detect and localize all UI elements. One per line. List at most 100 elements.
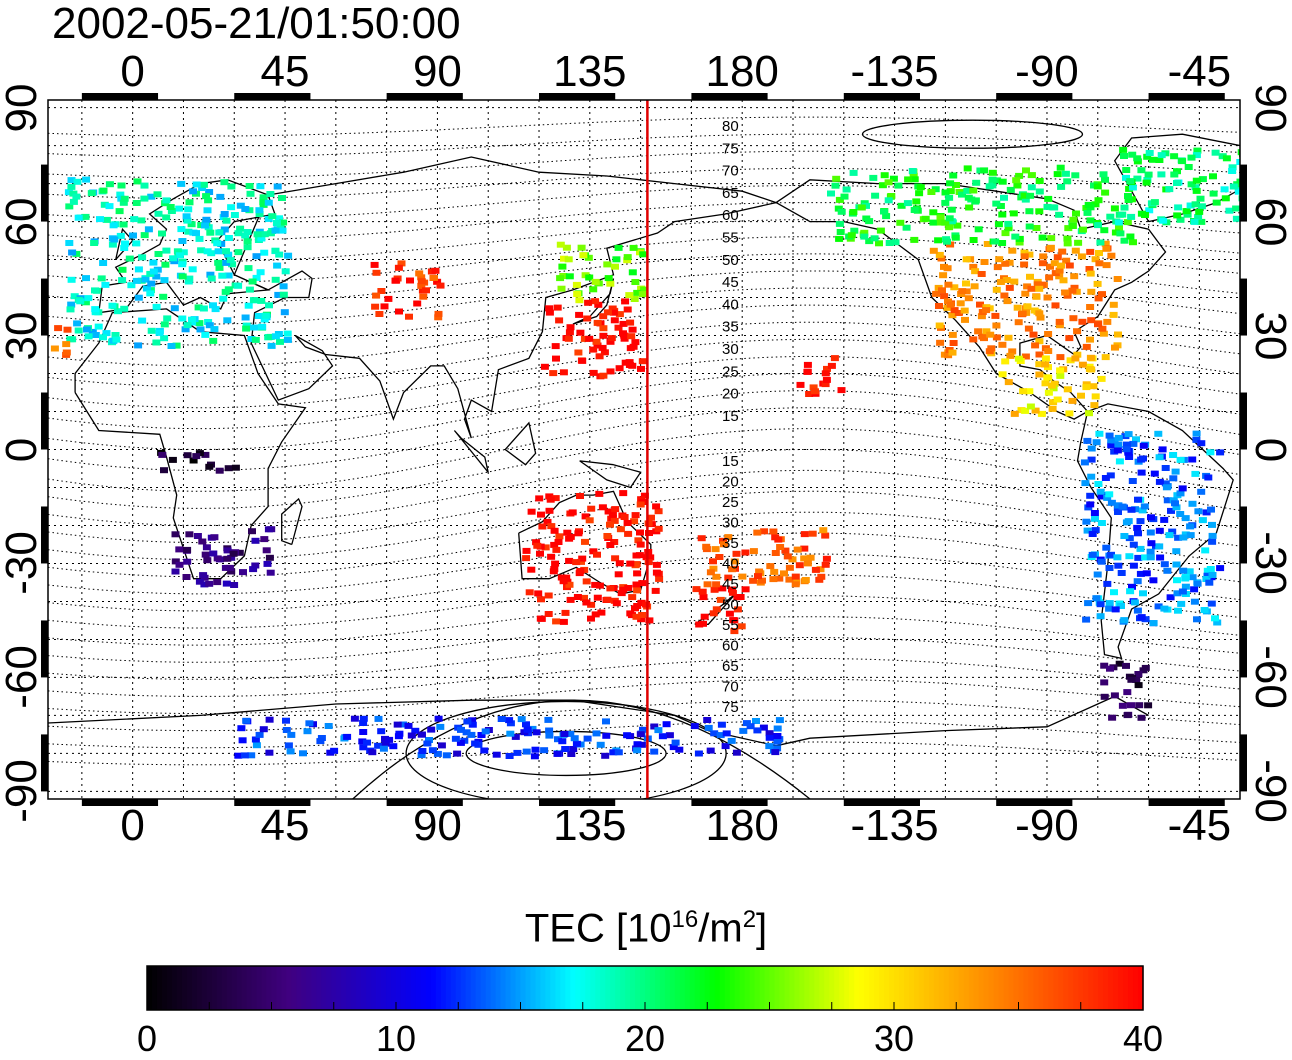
contour-label: 15 xyxy=(722,408,739,425)
colorbar-segment xyxy=(819,966,825,1010)
tec-cell xyxy=(1035,285,1044,292)
colorbar-segment xyxy=(654,966,661,1010)
tec-cell xyxy=(82,176,91,183)
tec-cell xyxy=(1165,186,1174,193)
tec-cell xyxy=(219,214,228,221)
colorbar-segment xyxy=(674,966,681,1010)
tec-cell xyxy=(201,331,210,338)
tec-cell xyxy=(384,295,393,302)
tec-cell xyxy=(558,263,567,270)
tec-cell xyxy=(1082,205,1091,211)
colorbar-segment xyxy=(640,966,646,1010)
colorbar-segment xyxy=(814,966,820,1010)
tec-cell xyxy=(245,207,254,214)
tec-cell xyxy=(698,588,707,595)
tec-cell xyxy=(623,306,632,313)
tec-cell xyxy=(958,191,966,198)
tec-cell xyxy=(278,227,287,234)
tec-cell xyxy=(1038,234,1047,241)
tec-cell xyxy=(1086,336,1094,343)
tec-cell xyxy=(945,194,954,201)
tec-cell xyxy=(1024,325,1033,332)
colorbar-segment xyxy=(420,966,427,1010)
tec-cell xyxy=(234,249,243,256)
tec-cell xyxy=(1232,205,1240,212)
colorbar-segment xyxy=(186,966,193,1010)
tec-cell xyxy=(1120,204,1129,211)
tec-cell xyxy=(803,560,812,567)
colorbar-segment xyxy=(545,966,551,1010)
tec-cell xyxy=(264,526,273,533)
tec-cell xyxy=(946,301,955,308)
colorbar-segment xyxy=(1123,966,1129,1010)
contour-line xyxy=(48,304,1240,367)
tec-cell xyxy=(214,259,223,266)
tec-cell xyxy=(1035,371,1044,378)
colorbar-segment xyxy=(605,966,611,1010)
tec-cell xyxy=(1173,577,1181,584)
tec-cell xyxy=(1141,554,1150,561)
tec-cell xyxy=(614,244,623,251)
colorbar-segment xyxy=(1003,966,1010,1010)
tec-cell xyxy=(1173,168,1181,175)
tec-cell xyxy=(371,303,380,310)
tec-cell xyxy=(884,197,893,204)
tec-cell xyxy=(158,451,167,458)
tec-cell xyxy=(628,612,636,619)
colorbar-segment xyxy=(296,966,302,1010)
tec-cell xyxy=(1100,693,1109,700)
tec-cell xyxy=(284,742,293,749)
colorbar-segment xyxy=(759,966,766,1010)
tec-cell xyxy=(1095,250,1103,256)
tec-cell xyxy=(1055,267,1064,274)
tec-cell xyxy=(169,255,178,262)
tec-cell xyxy=(1142,570,1151,577)
tec-cell xyxy=(576,568,585,574)
tec-cell xyxy=(628,594,637,601)
tec-cell xyxy=(583,735,592,742)
tec-cell xyxy=(1068,287,1077,294)
tec-cell xyxy=(1038,281,1047,288)
tec-cell xyxy=(234,230,243,237)
tec-cell xyxy=(185,199,194,206)
tec-cell xyxy=(589,346,598,353)
tec-cell xyxy=(1035,188,1044,195)
tec-cell xyxy=(903,200,912,207)
tec-cell xyxy=(457,726,465,733)
tec-cell xyxy=(1085,410,1093,417)
colorbar-segment xyxy=(744,966,751,1010)
tec-cell xyxy=(1086,248,1095,255)
tec-cell xyxy=(283,330,292,337)
tec-cell xyxy=(1114,441,1123,448)
colorbar-segment xyxy=(425,966,432,1010)
tec-cell xyxy=(265,554,274,561)
tec-cell xyxy=(817,573,826,580)
tec-cell xyxy=(1100,679,1109,686)
tec-cell xyxy=(1102,262,1111,269)
tec-cell xyxy=(758,577,766,584)
tec-cell xyxy=(505,717,514,724)
contour-label: 60 xyxy=(722,207,739,224)
tec-cell xyxy=(1192,430,1201,437)
tec-cell xyxy=(1107,499,1116,506)
tec-cell xyxy=(547,523,556,530)
colorbar-segment xyxy=(804,966,810,1010)
tec-cell xyxy=(1082,343,1091,350)
tec-cell xyxy=(271,247,280,254)
tec-cell xyxy=(946,180,955,187)
tec-cell xyxy=(1073,351,1082,358)
tec-cell xyxy=(1071,355,1080,362)
tec-cell xyxy=(1197,488,1206,495)
colorbar-segment xyxy=(585,966,591,1010)
tec-cell xyxy=(596,741,605,748)
tec-cell xyxy=(1207,506,1215,513)
contour-line xyxy=(48,372,1240,451)
tec-cell xyxy=(878,182,887,189)
tec-cell xyxy=(944,298,952,305)
tec-cell xyxy=(260,231,269,238)
tec-cell xyxy=(209,550,218,557)
colorbar-segment xyxy=(261,966,268,1010)
tec-cell xyxy=(961,316,969,323)
tec-cell xyxy=(1070,273,1079,280)
tec-cell xyxy=(274,291,283,298)
